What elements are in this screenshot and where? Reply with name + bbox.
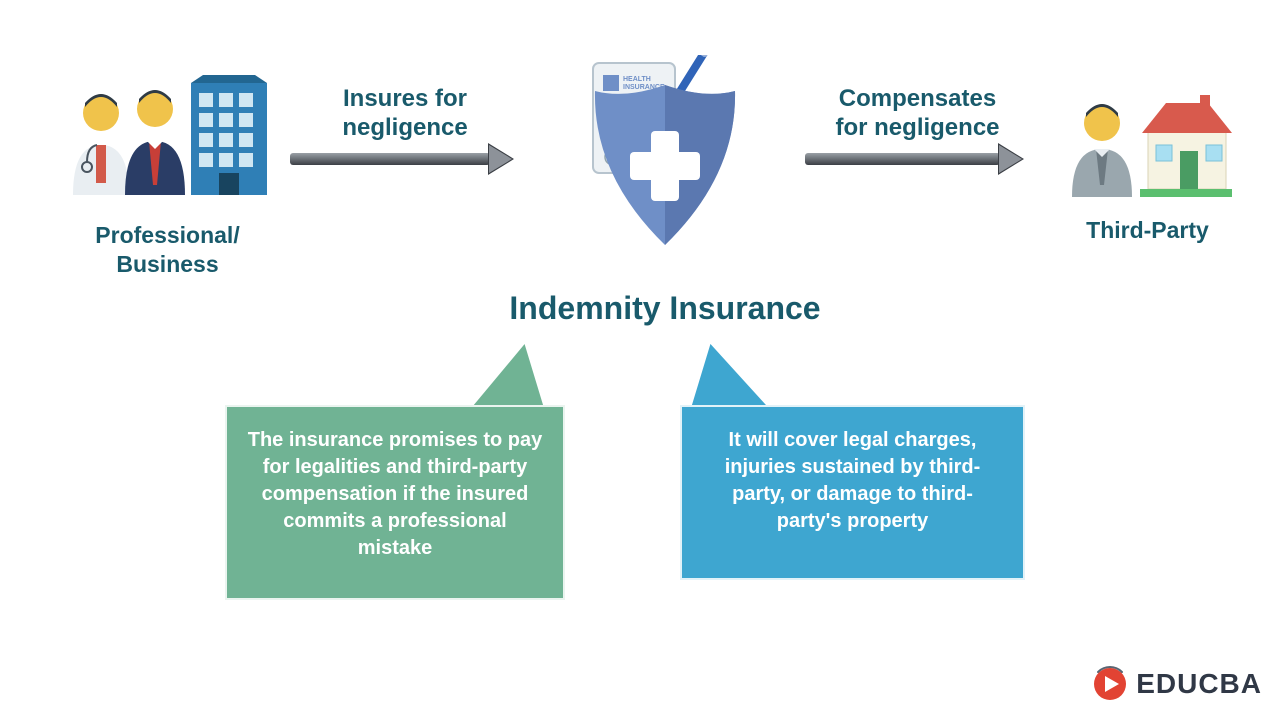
arrow-compensates: Compensatesfor negligence bbox=[805, 85, 1030, 165]
arrow2-label: Compensatesfor negligence bbox=[805, 85, 1030, 143]
brand-logo: EDUCBA bbox=[1092, 666, 1262, 702]
logo-text: EDUCBA bbox=[1136, 668, 1262, 700]
callout-blue-wrapper: It will cover legal charges, injuries su… bbox=[670, 340, 1070, 600]
arrow-insures: Insures fornegligence bbox=[290, 85, 520, 165]
callout-blue-text: It will cover legal charges, injuries su… bbox=[725, 429, 981, 532]
callout-green-text: The insurance promises to pay for legali… bbox=[248, 429, 543, 559]
svg-text:HEALTH: HEALTH bbox=[623, 76, 651, 83]
callout-blue: It will cover legal charges, injuries su… bbox=[680, 405, 1025, 580]
diagram-canvas: Professional/Business Insures forneglige… bbox=[0, 0, 1280, 720]
entity-professional-business: Professional/Business bbox=[55, 75, 280, 279]
arrow-shaft-icon bbox=[290, 153, 490, 165]
callout-green-wrapper: The insurance promises to pay for legali… bbox=[225, 340, 625, 610]
entity-third-party: Third-Party bbox=[1055, 85, 1240, 245]
entity-indemnity-shield: HEALTH INSURANCE bbox=[545, 55, 765, 260]
callout-green: The insurance promises to pay for legali… bbox=[225, 405, 565, 600]
third-party-icon bbox=[1060, 85, 1235, 205]
entity-left-label: Professional/Business bbox=[55, 221, 280, 279]
arrow1-label: Insures fornegligence bbox=[290, 85, 520, 143]
shield-document-icon: HEALTH INSURANCE bbox=[555, 55, 755, 255]
center-title: Indemnity Insurance bbox=[500, 290, 830, 327]
professional-business-icon bbox=[63, 75, 273, 210]
entity-right-label: Third-Party bbox=[1055, 216, 1240, 245]
arrow-shaft-icon bbox=[805, 153, 1000, 165]
educba-logo-icon bbox=[1092, 666, 1128, 702]
